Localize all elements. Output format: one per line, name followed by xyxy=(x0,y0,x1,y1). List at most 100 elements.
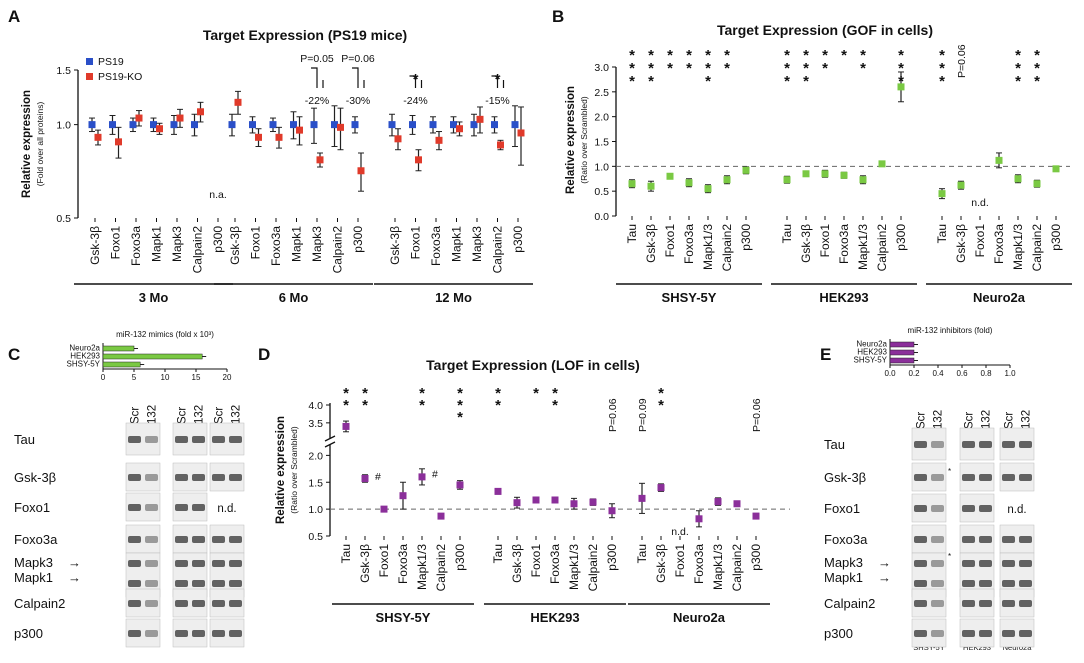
blotE-band xyxy=(931,505,944,512)
chart-b-ytick-label: 1.0 xyxy=(594,161,609,173)
chart-d-category-label: p300 xyxy=(749,544,763,571)
chart-d-point xyxy=(589,498,597,506)
chart-b-category-label: Mapk1/3 xyxy=(1011,224,1025,270)
chart-b-star: * xyxy=(860,47,866,64)
chart-b-category-label: Foxo1 xyxy=(973,224,987,258)
blotC-band xyxy=(128,536,141,543)
chart-a-point xyxy=(456,125,463,133)
chart-a-point xyxy=(394,135,402,143)
blotE-band xyxy=(1002,474,1015,481)
blotC-band xyxy=(175,580,188,587)
chart-d-star: * xyxy=(658,397,664,414)
chart-b-star: * xyxy=(1015,47,1021,64)
chart-d-ytick-label: 1.5 xyxy=(308,477,323,489)
chart-a-category-label: Gsk-3β xyxy=(228,226,242,265)
blotE-band xyxy=(1002,560,1015,567)
chart-b-point xyxy=(821,170,829,178)
blotC-band xyxy=(175,474,188,481)
chart-b-ylabel-sub: (Ratio over Scrambled) xyxy=(579,96,589,184)
chart-d-star: * xyxy=(419,397,425,414)
chart-a-category-label: Calpain2 xyxy=(331,226,345,274)
blotC-band xyxy=(229,474,242,481)
chartC-xtick-label: 0 xyxy=(101,373,106,382)
chart-b-title: Target Expression (GOF in cells) xyxy=(717,22,933,38)
blotE-band xyxy=(1002,441,1015,448)
chart-b-star: * xyxy=(803,47,809,64)
chart-b-point xyxy=(802,170,810,178)
chart-b-pvalue: P=0.06 xyxy=(956,44,968,78)
chartE-category-label: HEK293 xyxy=(857,348,887,357)
blotC-protein-label: p300 xyxy=(14,626,43,641)
chartC-category-label: SHSY-5Y xyxy=(67,360,101,369)
chartE-xtick-label: 0.2 xyxy=(908,369,920,378)
chart-b-category-label: p300 xyxy=(894,224,908,251)
blotE-band xyxy=(1002,600,1015,607)
blotC-band xyxy=(212,474,225,481)
blotC-protein-label: Mapk3 xyxy=(14,555,53,570)
chart-d-category-label: Tau xyxy=(491,544,505,563)
chart-b-point xyxy=(1033,180,1041,188)
chart-d-pvalue: P=0.09 xyxy=(637,398,649,432)
chart-b-category-label: Tau xyxy=(935,224,949,243)
chart-d-category-label: Tau xyxy=(339,544,353,563)
chart-a-point xyxy=(409,121,416,129)
chart-d-pvalue: P=0.06 xyxy=(607,398,619,432)
blotE-band xyxy=(962,505,975,512)
blotE-band xyxy=(979,441,992,448)
chart-b-point xyxy=(1052,165,1060,173)
blotE-band xyxy=(931,474,944,481)
legend-ps19: PS19 xyxy=(98,56,124,68)
blotE-band xyxy=(1019,536,1032,543)
chart-a-point xyxy=(435,136,443,144)
blotE-band xyxy=(979,630,992,637)
chart-b-star: * xyxy=(939,73,945,90)
blotC-band xyxy=(212,630,225,637)
chart-d-ytick-label: 3.5 xyxy=(308,418,323,430)
blotC-lane-label: 132 xyxy=(194,405,206,424)
blotE-band xyxy=(931,441,944,448)
chart-a-category-label: Mapk3 xyxy=(170,226,184,262)
chart-b-star: * xyxy=(686,47,692,64)
chart-a-point xyxy=(296,126,303,134)
blotE-band xyxy=(931,560,944,567)
chart-d-title: Target Expression (LOF in cells) xyxy=(426,357,640,373)
chartC-category-label: HEK293 xyxy=(70,352,100,361)
chart-d-point xyxy=(638,494,646,502)
blotE-band xyxy=(962,580,975,587)
blotC-band xyxy=(212,580,225,587)
chart-a-point xyxy=(316,156,324,164)
chart-d-point xyxy=(551,496,559,504)
chart-a-point xyxy=(150,121,157,129)
chart-d-star: * xyxy=(552,397,558,414)
blotC-band xyxy=(145,536,158,543)
chart-b-star: * xyxy=(629,60,635,77)
chart-b-category-label: p300 xyxy=(739,224,753,251)
chart-d-axis-break xyxy=(324,435,336,442)
chart-d-point xyxy=(456,481,464,489)
chart-a-group-label: 12 Mo xyxy=(435,290,472,305)
chart-a-point xyxy=(351,121,359,129)
blotE-band xyxy=(914,560,927,567)
blotC-band xyxy=(145,474,158,481)
blotE-asterisk: * xyxy=(948,467,951,476)
blotE-protein-label: Gsk-3β xyxy=(824,470,866,485)
chart-d-category-label: Gsk-3β xyxy=(654,544,668,583)
blotC-band xyxy=(145,504,158,511)
chart-d-point xyxy=(714,498,722,506)
chart-d-star: * xyxy=(362,397,368,414)
chart-b-point xyxy=(704,185,712,193)
chart-d-point xyxy=(513,499,521,507)
chart-b-category-label: Foxo3a xyxy=(992,224,1006,264)
blotC-band xyxy=(128,630,141,637)
chart-a-point xyxy=(517,129,525,137)
blotC-band xyxy=(175,560,188,567)
chart-b-star: * xyxy=(860,60,866,77)
chart-b-category-label: Foxo1 xyxy=(818,224,832,258)
chart-b-point xyxy=(666,172,674,180)
blotC-lane-label: Scr xyxy=(177,407,189,424)
chart-b-point xyxy=(783,176,791,184)
chart-d-star: * xyxy=(419,385,425,402)
chart-d-category-label: Calpain2 xyxy=(434,544,448,592)
blotC-protein-label: Gsk-3β xyxy=(14,470,56,485)
blotE-band xyxy=(962,536,975,543)
